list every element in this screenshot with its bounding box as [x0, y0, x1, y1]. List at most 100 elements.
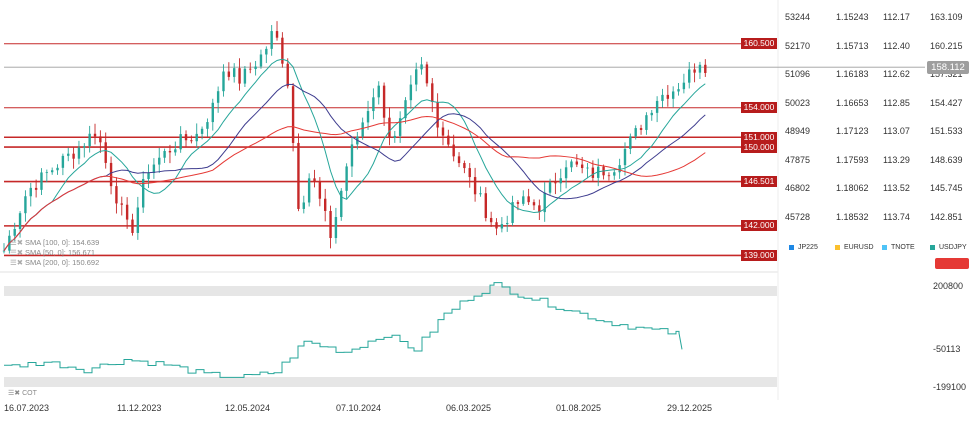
candle-body	[286, 63, 289, 87]
candle-body	[211, 102, 214, 123]
candle-body	[141, 179, 145, 208]
sma-200-label[interactable]: ☰✖ SMA [200, 0]: 150.692	[10, 258, 100, 267]
candle-body	[227, 71, 231, 77]
settings-icon: ☰✖	[8, 390, 23, 397]
candle-body	[661, 94, 664, 101]
axis-tick-usdjpy: 154.427	[930, 97, 963, 108]
candle-body	[548, 182, 552, 193]
x-tick-label: 12.05.2024	[225, 403, 271, 413]
candle-body	[698, 64, 702, 73]
candle-body	[677, 89, 680, 92]
axis-tick-tnote: 113.07	[883, 126, 910, 136]
axis-tick-usdjpy: 163.109	[930, 12, 963, 22]
candle-body	[104, 142, 107, 163]
candle-body	[591, 167, 595, 178]
candle-body	[238, 68, 241, 84]
candle-body	[495, 222, 498, 229]
candle-body	[302, 202, 305, 209]
candle-body	[682, 82, 686, 90]
candle-body	[532, 202, 536, 206]
settings-icon: ☰✖	[10, 238, 24, 247]
candle-body	[216, 91, 220, 103]
axis-tick-tnote: 113.74	[883, 211, 910, 222]
candle-body	[688, 69, 691, 83]
candle-body	[243, 68, 247, 84]
axis-tick-jp225: 46802	[785, 183, 811, 193]
candle-body	[506, 222, 509, 225]
candle-body	[147, 172, 150, 180]
candle-body	[522, 196, 525, 204]
legend-jp225[interactable]: JP225	[789, 244, 818, 251]
axis-tick-usdjpy: 151.533	[930, 126, 963, 136]
candle-body	[473, 177, 477, 195]
axis-tick-jp225: 48949	[785, 126, 811, 136]
legend-swatch-icon	[882, 245, 887, 250]
legend-swatch-icon	[789, 245, 794, 250]
candle-body	[291, 86, 295, 143]
candle-body	[136, 207, 140, 233]
axis-tick-eurusd: 1.15243	[836, 12, 869, 22]
axis-tick-usdjpy: 145.745	[930, 183, 963, 193]
candle-body	[559, 178, 562, 184]
settings-icon: ☰✖	[10, 258, 24, 267]
candle-body	[511, 202, 514, 223]
legend-eurusd[interactable]: EURUSD	[835, 244, 874, 251]
candle-body	[125, 204, 129, 220]
candle-body	[56, 167, 59, 171]
candle-body	[409, 84, 413, 101]
candle-body	[318, 181, 322, 199]
candle-body	[254, 66, 257, 70]
candle-body	[232, 68, 236, 77]
usdjpy-badge[interactable]	[935, 258, 969, 269]
candle-body	[538, 205, 541, 213]
axis-tick-tnote: 112.62	[883, 69, 910, 79]
axis-tick-usdjpy: 142.851	[930, 211, 963, 222]
candle-body	[586, 167, 589, 169]
candle-body	[61, 155, 65, 168]
sma-50-label[interactable]: ☰✖ SMA [50, 0]: 156.671	[10, 248, 96, 257]
legend-tnote[interactable]: TNOTE	[882, 244, 915, 251]
candle-body	[398, 118, 402, 136]
legend-usdjpy[interactable]: USDJPY	[930, 244, 967, 251]
candle-body	[334, 217, 338, 239]
axis-tick-usdjpy: 160.215	[930, 40, 963, 51]
candle-body	[575, 161, 579, 165]
candle-body	[72, 153, 75, 159]
candle-body	[597, 166, 600, 178]
settings-icon: ☰✖	[10, 248, 24, 257]
axis-tick-tnote: 113.29	[883, 154, 910, 165]
current-price-tag: 158.112	[927, 60, 969, 74]
axis-tick-eurusd: 1.15713	[836, 40, 869, 51]
candle-body	[163, 151, 166, 158]
candle-body	[388, 117, 391, 138]
candle-body	[436, 101, 439, 128]
sma-100-label[interactable]: ☰✖ SMA [100, 0]: 154.639	[10, 238, 100, 247]
candle-body	[613, 172, 616, 176]
candle-body	[639, 128, 643, 130]
level-tag: 160.500	[741, 38, 777, 50]
candle-body	[222, 71, 225, 92]
legend-swatch-icon	[835, 245, 840, 250]
candle-body	[580, 164, 584, 169]
sma-100-line	[3, 83, 706, 251]
cot-label[interactable]: ☰✖ COT	[8, 390, 37, 397]
x-tick-label: 11.12.2023	[117, 403, 162, 413]
candle-body	[554, 182, 557, 184]
candle-body	[645, 115, 648, 130]
candle-body	[431, 83, 434, 102]
candle-body	[468, 168, 471, 178]
candle-body	[484, 193, 488, 218]
candle-body	[324, 198, 327, 211]
x-tick-label: 01.08.2025	[556, 403, 602, 413]
candle-body	[420, 64, 423, 70]
axis-tick-usdjpy: 157.321	[930, 69, 963, 79]
candle-body	[457, 156, 461, 164]
level-tag: 142.000	[741, 220, 777, 232]
axis-tick-eurusd: 1.17593	[836, 154, 869, 165]
candle-body	[441, 127, 445, 136]
candle-body	[184, 134, 188, 141]
level-tag: 139.000	[741, 249, 777, 261]
cot-band-bottom	[4, 377, 777, 387]
x-tick-label: 07.10.2024	[336, 403, 382, 413]
